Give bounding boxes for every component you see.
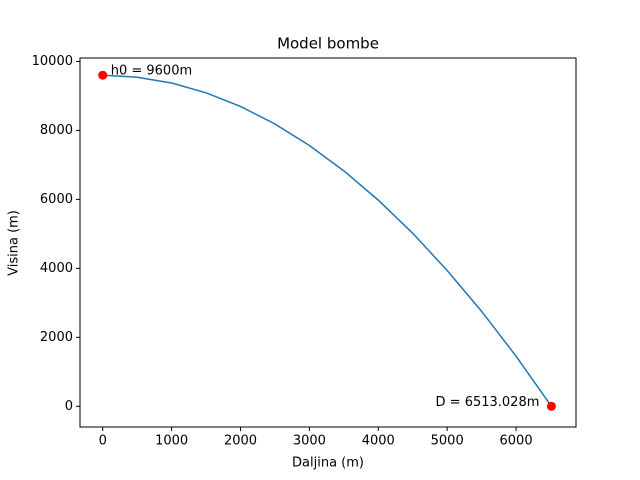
trajectory-line [102,74,553,407]
x-tick-label: 6000 [500,434,533,449]
x-axis-label: Daljina (m) [292,456,364,471]
y-tick-label: 8000 [40,123,73,138]
x-tick-label: 0 [99,434,107,449]
chart-title: Model bombe [277,35,379,53]
y-tick-label: 4000 [40,261,73,276]
point [98,70,108,80]
annotation: D = 6513.028m [436,395,540,410]
y-tick-label: 10000 [32,54,73,69]
y-tick-label: 2000 [40,330,73,345]
point [546,401,556,411]
x-tick-label: 3000 [293,434,326,449]
x-tick-label: 4000 [362,434,395,449]
x-tick-label: 2000 [224,434,257,449]
annotation: h0 = 9600m [111,64,192,79]
y-axis-label: Visina (m) [7,210,22,276]
y-tick-label: 0 [65,399,73,414]
x-tick-label: 1000 [155,434,188,449]
x-tick-label: 5000 [431,434,464,449]
y-tick-label: 6000 [40,192,73,207]
plot-frame [79,57,577,428]
